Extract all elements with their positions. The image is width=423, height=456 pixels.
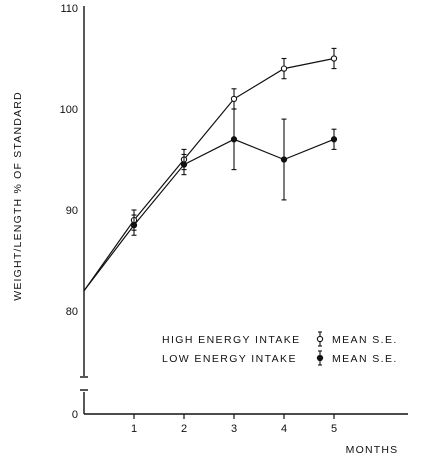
legend-marker bbox=[316, 335, 324, 343]
data-point bbox=[180, 161, 188, 168]
legend-suffix: MEAN S.E. bbox=[332, 334, 398, 346]
y-tick-label: 80 bbox=[66, 306, 78, 318]
legend-suffix: MEAN S.E. bbox=[332, 353, 398, 365]
y-tick-label: 90 bbox=[66, 205, 78, 217]
legend-label: HIGH ENERGY INTAKE bbox=[162, 334, 301, 346]
x-ticks: 1 2 3 4 5 bbox=[131, 414, 337, 435]
x-tick-label: 3 bbox=[231, 423, 237, 435]
x-tick-label: 2 bbox=[181, 423, 187, 435]
y-tick-label: 100 bbox=[60, 104, 78, 116]
x-tick-label: 1 bbox=[131, 423, 137, 435]
y-axis-title: WEIGHT/LENGTH % OF STANDARD bbox=[12, 91, 24, 301]
series-layer bbox=[83, 47, 338, 292]
data-point bbox=[280, 65, 288, 72]
data-point bbox=[230, 136, 238, 143]
series-high-energy bbox=[83, 47, 338, 292]
y-ticks: 0 80 90 100 110 bbox=[60, 3, 78, 421]
legend-marker bbox=[316, 354, 324, 362]
series-line bbox=[83, 57, 335, 292]
data-point bbox=[280, 156, 288, 163]
data-point bbox=[130, 221, 138, 229]
y-tick-label: 110 bbox=[60, 3, 78, 15]
data-point bbox=[330, 55, 338, 62]
legend: HIGH ENERGY INTAKE MEAN S.E. LOW ENERGY IN… bbox=[162, 331, 398, 366]
y-tick-label: 0 bbox=[72, 409, 78, 421]
legend-label: LOW ENERGY INTAKE bbox=[162, 353, 297, 365]
series-line bbox=[83, 138, 335, 292]
axes bbox=[80, 6, 408, 415]
x-axis-title: MONTHS bbox=[346, 444, 399, 456]
x-tick-label: 4 bbox=[281, 423, 287, 435]
series-low-energy bbox=[83, 108, 338, 292]
x-tick-label: 5 bbox=[331, 423, 337, 435]
data-point bbox=[230, 95, 238, 103]
data-point bbox=[330, 136, 338, 143]
